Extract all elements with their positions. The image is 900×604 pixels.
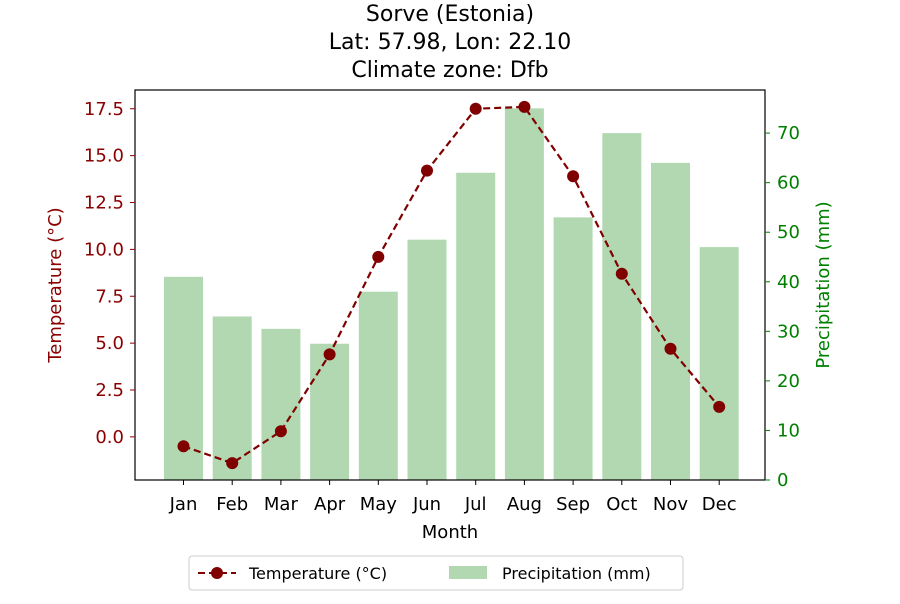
left-axis-label: Temperature (°C) <box>45 207 66 363</box>
plot-frame <box>134 89 766 481</box>
precipitation-bar-nov <box>651 162 690 480</box>
precipitation-bars <box>164 108 739 480</box>
x-tick-label-mar: Mar <box>264 494 299 515</box>
x-tick-label-jun: Jun <box>412 494 441 515</box>
chart-title-line1: Sorve (Estonia) <box>366 2 534 27</box>
legend: Temperature (°C) Precipitation (mm) <box>188 555 684 591</box>
precipitation-bar-jun <box>407 239 447 480</box>
x-tick-label-aug: Aug <box>507 494 542 515</box>
temperature-point-dec <box>713 400 726 413</box>
precipitation-bar-apr <box>310 343 350 480</box>
chart-title-line2: Lat: 57.98, Lon: 22.10 <box>329 30 571 55</box>
right-tick-label: 40 <box>777 272 800 293</box>
temperature-point-jan <box>177 440 190 453</box>
x-tick-label-feb: Feb <box>216 494 248 515</box>
temperature-series <box>177 100 726 470</box>
temperature-point-mar <box>274 425 287 438</box>
x-tick-label-jul: Jul <box>464 494 487 515</box>
right-tick-label: 70 <box>777 123 800 144</box>
temperature-point-jul <box>469 102 482 115</box>
precipitation-bar-mar <box>261 328 301 480</box>
chart-title-line3: Climate zone: Dfb <box>351 58 548 83</box>
left-tick-label: 2.5 <box>95 380 124 401</box>
right-tick-label: 60 <box>777 173 800 194</box>
right-axis-ticks: 0 10 20 30 40 50 60 70 <box>765 123 800 491</box>
legend-temperature-marker <box>211 567 223 579</box>
left-axis-ticks: 0.0 2.5 5.0 7.5 10.0 12.5 15.0 17.5 <box>84 99 135 448</box>
left-tick-label: 17.5 <box>84 99 124 120</box>
legend-precipitation-label: Precipitation (mm) <box>502 564 651 583</box>
precipitation-bar-oct <box>602 133 642 480</box>
temperature-point-feb <box>226 457 239 470</box>
x-tick-label-may: May <box>360 494 398 515</box>
x-tick-label-oct: Oct <box>606 494 637 515</box>
precipitation-bar-feb <box>212 316 252 480</box>
precipitation-bar-sep <box>553 217 593 480</box>
precipitation-bar-aug <box>504 108 544 480</box>
temperature-point-sep <box>567 170 580 183</box>
precipitation-bar-may <box>358 291 398 480</box>
x-tick-label-nov: Nov <box>653 494 688 515</box>
temperature-point-nov <box>664 342 677 355</box>
temperature-line <box>183 105 721 465</box>
x-axis-ticks: Jan Feb Mar Apr May Jun Jul Aug Sep Oct Nov Dec <box>169 480 737 515</box>
left-tick-label: 7.5 <box>95 286 124 307</box>
precipitation-bar-dec <box>699 247 739 480</box>
temperature-point-apr <box>323 348 336 361</box>
right-axis-label: Precipitation (mm) <box>813 201 834 368</box>
left-tick-label: 10.0 <box>84 239 124 260</box>
x-axis-label: Month <box>422 522 478 543</box>
temperature-point-aug <box>518 100 531 113</box>
temperature-point-oct <box>615 267 628 280</box>
right-tick-label: 30 <box>777 321 800 342</box>
precipitation-bar-jul <box>456 172 496 480</box>
right-tick-label: 50 <box>777 222 800 243</box>
legend-temperature-label: Temperature (°C) <box>248 564 387 583</box>
legend-precipitation-swatch <box>449 566 487 579</box>
x-tick-label-apr: Apr <box>314 494 346 515</box>
x-tick-label-sep: Sep <box>556 494 590 515</box>
x-tick-label-dec: Dec <box>702 494 737 515</box>
right-tick-label: 0 <box>777 470 788 491</box>
right-tick-label: 20 <box>777 371 800 392</box>
temperature-point-jun <box>421 164 433 177</box>
left-tick-label: 15.0 <box>84 146 124 167</box>
right-tick-label: 10 <box>777 420 800 441</box>
legend-frame <box>188 555 684 591</box>
left-tick-label: 12.5 <box>84 193 124 214</box>
x-tick-label-jan: Jan <box>169 494 198 515</box>
temperature-point-may <box>372 250 385 263</box>
left-tick-label: 5.0 <box>95 333 124 354</box>
left-tick-label: 0.0 <box>95 427 124 448</box>
